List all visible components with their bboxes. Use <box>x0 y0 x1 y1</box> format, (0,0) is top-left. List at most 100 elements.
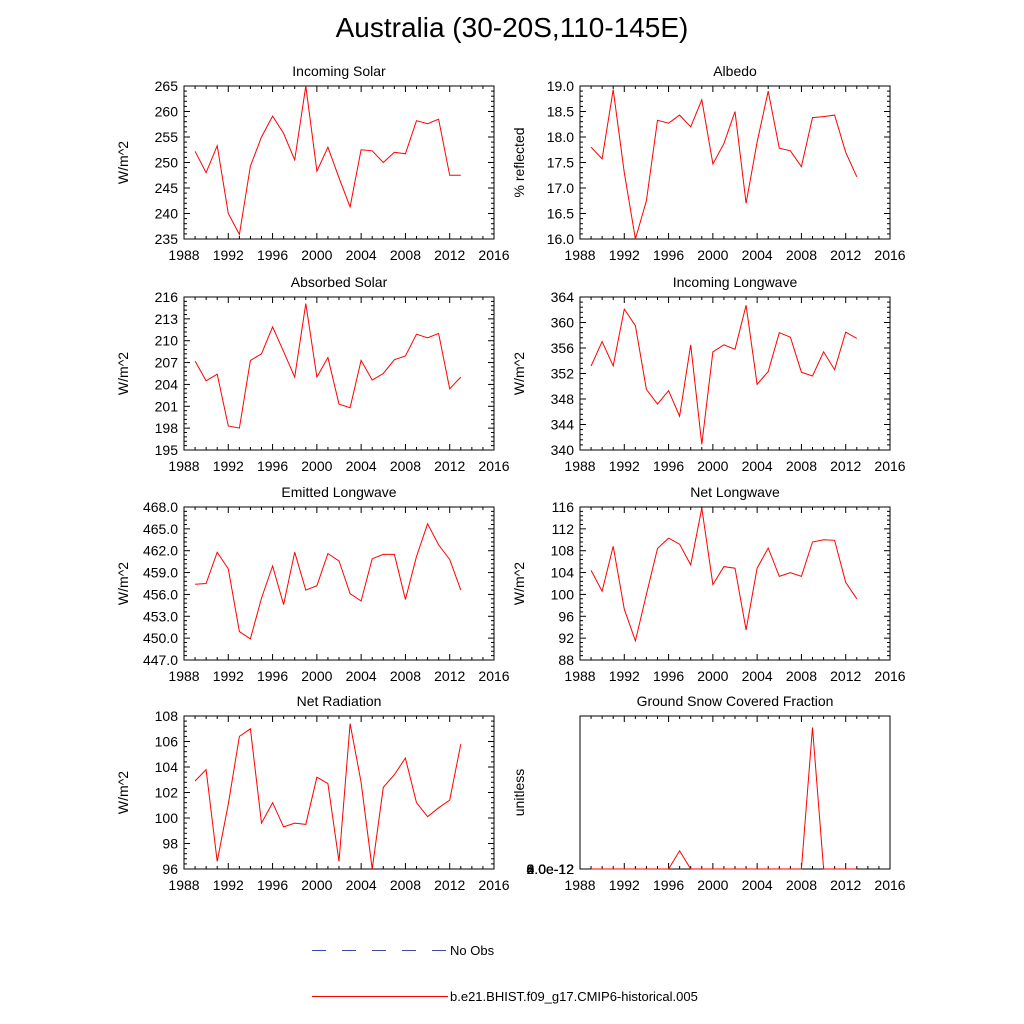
chart-title: Net Radiation <box>297 693 382 709</box>
x-tick-label: 2012 <box>434 458 465 474</box>
y-tick-label: 2.0e-12 <box>527 861 575 877</box>
x-tick-label: 1996 <box>257 247 288 263</box>
x-tick-label: 2012 <box>434 877 465 893</box>
y-tick-label: 106 <box>155 734 179 750</box>
y-tick-label: 108 <box>551 543 575 559</box>
x-tick-label: 2012 <box>830 458 861 474</box>
y-tick-label: 8.0e-12 <box>527 861 575 877</box>
y-tick-label: 235 <box>155 231 179 247</box>
y-axis-label: W/m^2 <box>511 562 527 605</box>
y-tick-label: 100 <box>155 810 179 826</box>
series-line <box>194 85 461 236</box>
x-tick-label: 2008 <box>786 458 817 474</box>
x-tick-label: 1992 <box>609 668 640 684</box>
y-axis-label: W/m^2 <box>115 562 131 605</box>
legend-label-obs: No Obs <box>450 942 495 958</box>
chart-title: Absorbed Solar <box>291 274 388 290</box>
x-tick-label: 2016 <box>478 877 509 893</box>
y-tick-label: 204 <box>155 376 179 392</box>
y-tick-label: 201 <box>155 398 179 414</box>
y-tick-label: 18.5 <box>547 104 574 120</box>
x-tick-label: 1992 <box>609 877 640 893</box>
y-tick-label: 210 <box>155 333 179 349</box>
y-tick-label: 16.0 <box>547 231 574 247</box>
y-tick-label: 96 <box>558 608 574 624</box>
chart-panel-3: Absorbed Solar W/m^2 1988 1992 1996 2000 2004 2… <box>115 274 510 474</box>
y-tick-label: 6.0e-12 <box>527 861 575 877</box>
series-line <box>590 305 858 445</box>
x-tick-label: 2016 <box>874 877 905 893</box>
x-tick-label: 2016 <box>478 247 509 263</box>
x-tick-label: 2016 <box>874 247 905 263</box>
chart-title: Net Longwave <box>690 484 780 500</box>
x-tick-label: 1996 <box>653 247 684 263</box>
y-tick-label: 356 <box>551 340 575 356</box>
plot-frame <box>579 296 891 451</box>
y-axis-label: W/m^2 <box>115 141 131 184</box>
x-tick-label: 2016 <box>874 668 905 684</box>
y-tick-label: 213 <box>155 311 179 327</box>
x-tick-label: 2004 <box>346 668 377 684</box>
x-tick-label: 2004 <box>346 458 377 474</box>
y-axis-label: W/m^2 <box>115 771 131 814</box>
x-tick-label: 2000 <box>697 668 728 684</box>
y-axis-label: W/m^2 <box>115 352 131 395</box>
y-tick-label: 96 <box>162 861 178 877</box>
chart-panel-6: Net Longwave W/m^2 1988 1992 1996 2000 2004 200… <box>511 484 906 684</box>
x-tick-label: 2008 <box>390 668 421 684</box>
y-tick-label: 17.0 <box>547 180 574 196</box>
y-tick-label: 104 <box>155 759 179 775</box>
x-tick-label: 1988 <box>564 877 595 893</box>
x-tick-label: 2012 <box>434 668 465 684</box>
chart-panel-4: Incoming Longwave W/m^2 1988 1992 1996 2000 20… <box>511 274 906 474</box>
y-tick-label: 0.0e-12 <box>527 861 575 877</box>
x-tick-label: 2012 <box>830 877 861 893</box>
y-tick-label: 112 <box>552 521 575 537</box>
chart-panel-7: Net Radiation W/m^2 1988 1992 1996 2000 2004 20… <box>115 693 510 893</box>
x-tick-label: 1996 <box>653 458 684 474</box>
chart-title: Ground Snow Covered Fraction <box>637 693 834 709</box>
plot-frame <box>579 715 891 870</box>
x-tick-label: 1992 <box>213 877 244 893</box>
y-tick-label: 104 <box>551 565 575 581</box>
y-tick-label: 92 <box>558 630 574 646</box>
y-axis-label: % reflected <box>511 127 527 197</box>
chart-title: Albedo <box>713 63 757 79</box>
x-tick-label: 2012 <box>434 247 465 263</box>
x-tick-label: 2004 <box>346 877 377 893</box>
y-tick-label: 4.0e-12 <box>527 861 575 877</box>
y-tick-label: 447.0 <box>143 652 178 668</box>
x-tick-label: 1988 <box>564 458 595 474</box>
chart-panel-5: Emitted Longwave W/m^2 1988 1992 1996 2000 200… <box>115 484 510 684</box>
x-tick-label: 2004 <box>742 668 773 684</box>
y-tick-label: 360 <box>551 315 575 331</box>
y-tick-label: 364 <box>551 289 575 305</box>
y-tick-label: 465.0 <box>143 521 178 537</box>
y-axis-label: unitless <box>511 769 527 816</box>
y-tick-label: 450.0 <box>143 630 178 646</box>
y-tick-label: 17.5 <box>547 155 574 171</box>
x-tick-label: 1996 <box>653 877 684 893</box>
x-tick-label: 1992 <box>609 458 640 474</box>
x-tick-label: 2012 <box>830 668 861 684</box>
x-tick-label: 1992 <box>213 668 244 684</box>
x-tick-label: 1988 <box>168 458 199 474</box>
chart-title: Incoming Solar <box>292 63 386 79</box>
x-tick-label: 2000 <box>301 247 332 263</box>
series-line <box>195 522 462 640</box>
y-tick-label: 16.5 <box>547 206 574 222</box>
x-tick-label: 1992 <box>609 247 640 263</box>
y-tick-label: 195 <box>155 442 179 458</box>
series-line <box>194 723 462 870</box>
plot-frame <box>183 296 495 451</box>
x-tick-label: 2016 <box>874 458 905 474</box>
legend-item-model: b.e21.BHIST.f09_g17.CMIP6-historical.005 <box>312 988 698 1004</box>
x-tick-label: 1988 <box>168 247 199 263</box>
plot-frame <box>579 506 891 661</box>
y-tick-label: 255 <box>155 129 179 145</box>
x-tick-label: 2004 <box>742 458 773 474</box>
y-tick-label: 245 <box>155 180 179 196</box>
y-axis-label: W/m^2 <box>511 352 527 395</box>
x-tick-label: 2004 <box>346 247 377 263</box>
x-tick-label: 1992 <box>213 247 244 263</box>
